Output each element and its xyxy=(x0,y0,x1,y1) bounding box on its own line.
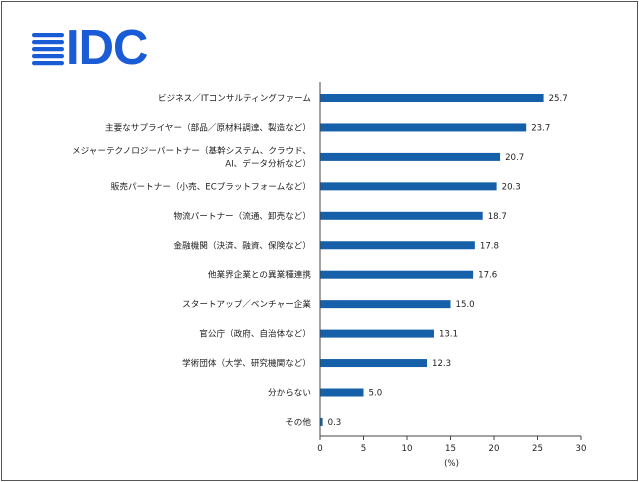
category-label: 販売パートナー（小売、ECプラットフォームなど） xyxy=(111,180,311,192)
value-label: 17.6 xyxy=(478,271,497,281)
value-label: 25.7 xyxy=(549,94,568,104)
category-label: メジャーテクノロジーパートナー（基幹システム、クラウド、 xyxy=(72,144,311,156)
logo-text: IDC xyxy=(66,21,148,75)
x-tick-label: 20 xyxy=(489,444,500,454)
value-label: 17.8 xyxy=(480,241,499,251)
value-label: 23.7 xyxy=(531,123,550,133)
value-label: 5.0 xyxy=(369,389,383,399)
category-label: ビジネス／ITコンサルティングファーム xyxy=(158,92,312,104)
idc-logo-icon xyxy=(32,33,64,66)
x-tick-label: 5 xyxy=(361,444,366,454)
category-label: 金融機関（決済、融資、保険など） xyxy=(173,239,311,251)
value-label: 18.7 xyxy=(488,212,507,222)
category-label: その他 xyxy=(285,416,311,428)
value-label: 12.3 xyxy=(432,359,451,369)
category-label: 物流パートナー（流通、卸売など） xyxy=(173,210,311,222)
value-label: 13.1 xyxy=(439,330,458,340)
x-axis: 0 5 10 15 20 25 30 xyxy=(317,82,586,454)
x-axis-title: (%) xyxy=(444,459,459,469)
bar xyxy=(320,123,527,132)
bar xyxy=(320,152,501,161)
category-label: 官公庁（政府、自治体など） xyxy=(199,328,311,340)
value-label: 15.0 xyxy=(456,300,475,310)
x-tick-label: 30 xyxy=(576,444,587,454)
bar xyxy=(320,359,428,368)
x-tick-label: 0 xyxy=(317,444,322,454)
bar xyxy=(320,329,434,338)
x-tick-label: 10 xyxy=(402,444,413,454)
bar xyxy=(320,388,364,397)
value-label: 20.3 xyxy=(502,182,521,192)
category-label: スタートアップ／ベンチャー企業 xyxy=(182,298,311,310)
bar xyxy=(320,417,323,426)
x-tick-label: 25 xyxy=(532,444,543,454)
category-label: 学術団体（大学、研究機関など） xyxy=(182,357,311,369)
category-label: AI、データ分析など） xyxy=(225,157,311,169)
bar xyxy=(320,300,451,309)
bar xyxy=(320,211,483,220)
bar xyxy=(320,94,544,102)
bars-group: ビジネス／ITコンサルティングファーム 25.7 主要なサプライヤー（部品／原材料調… xyxy=(72,92,568,428)
value-label: 20.7 xyxy=(505,153,524,163)
bar xyxy=(320,270,474,279)
bar xyxy=(320,241,475,250)
category-label: 分からない xyxy=(268,388,311,399)
category-label: 主要なサプライヤー（部品／原材料調達、製造など） xyxy=(105,121,311,133)
x-tick-label: 15 xyxy=(445,444,456,454)
bar xyxy=(320,182,497,191)
category-label: 他業界企業との異業種連携 xyxy=(208,269,311,281)
value-label: 0.3 xyxy=(328,418,342,428)
